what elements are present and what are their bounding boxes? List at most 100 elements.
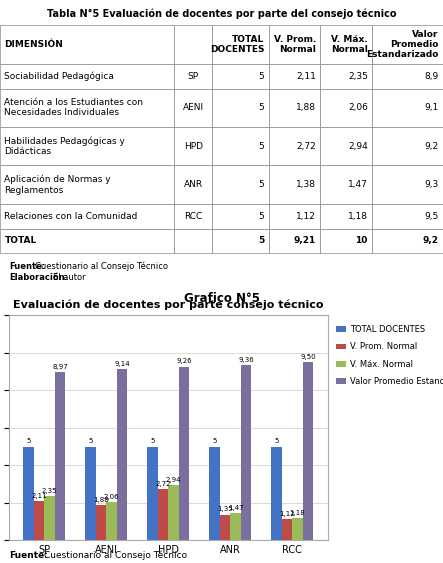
Text: 9,26: 9,26 <box>176 359 192 364</box>
Bar <box>0 204 175 229</box>
Bar <box>320 229 372 253</box>
Bar <box>0 64 175 88</box>
Text: Cuestionario al Consejo Técnico: Cuestionario al Consejo Técnico <box>35 262 168 271</box>
Text: 1,47: 1,47 <box>348 180 368 189</box>
Bar <box>271 446 282 540</box>
Text: 5: 5 <box>258 103 264 112</box>
Bar <box>282 520 292 540</box>
Text: 9,36: 9,36 <box>238 356 254 363</box>
Text: 5: 5 <box>212 439 217 444</box>
Bar <box>147 446 158 540</box>
Bar <box>0 166 175 204</box>
Bar <box>320 166 372 204</box>
Text: Cuestionario al Consejo Técnico: Cuestionario al Consejo Técnico <box>44 551 187 560</box>
Text: 1,47: 1,47 <box>228 504 243 511</box>
Bar <box>175 229 212 253</box>
Bar <box>320 25 372 64</box>
Text: 2,06: 2,06 <box>104 494 120 499</box>
Bar <box>212 127 268 166</box>
Bar <box>0 229 175 253</box>
Bar <box>268 204 320 229</box>
Text: 1,88: 1,88 <box>296 103 316 112</box>
Text: 8,97: 8,97 <box>52 364 68 370</box>
Bar <box>0 127 175 166</box>
Bar <box>230 513 241 540</box>
Text: 5: 5 <box>258 142 264 151</box>
Text: Tabla N°5 Evaluación de docentes por parte del consejo técnico: Tabla N°5 Evaluación de docentes por par… <box>47 8 396 19</box>
Bar <box>175 204 212 229</box>
Bar <box>175 25 212 64</box>
Bar <box>212 166 268 204</box>
Text: 1,35: 1,35 <box>217 506 233 512</box>
Text: Relaciones con la Comunidad: Relaciones con la Comunidad <box>4 212 138 221</box>
Text: Habilidades Pedagógicas y
Didácticas: Habilidades Pedagógicas y Didácticas <box>4 136 125 156</box>
Text: 2,72: 2,72 <box>296 142 316 151</box>
Bar <box>179 367 190 540</box>
Text: 2,35: 2,35 <box>42 488 58 494</box>
Text: ANR: ANR <box>184 180 203 189</box>
Text: AENI: AENI <box>183 103 204 112</box>
Bar <box>268 229 320 253</box>
Text: El autor: El autor <box>53 273 86 282</box>
Bar <box>268 88 320 127</box>
Bar <box>175 166 212 204</box>
Text: Fuente:: Fuente: <box>9 262 45 271</box>
Bar <box>117 369 128 540</box>
Text: 5: 5 <box>150 439 155 444</box>
Text: 5: 5 <box>274 439 279 444</box>
Text: 2,94: 2,94 <box>166 477 181 483</box>
Text: 5: 5 <box>27 439 31 444</box>
Bar <box>220 515 230 540</box>
Text: Fuente:: Fuente: <box>9 551 48 560</box>
Text: Aplicación de Normas y
Reglamentos: Aplicación de Normas y Reglamentos <box>4 175 111 195</box>
Text: V. Prom.
Normal: V. Prom. Normal <box>274 35 316 54</box>
Text: 5: 5 <box>258 212 264 221</box>
Bar <box>23 446 34 540</box>
Text: Grafico N°5: Grafico N°5 <box>183 292 260 305</box>
Text: 5: 5 <box>258 236 264 245</box>
Text: 9,50: 9,50 <box>300 354 316 360</box>
Bar <box>372 88 443 127</box>
Text: 1,12: 1,12 <box>296 212 316 221</box>
Bar <box>34 501 44 540</box>
Text: 9,2: 9,2 <box>423 236 439 245</box>
Bar <box>175 127 212 166</box>
Bar <box>372 204 443 229</box>
Text: 5: 5 <box>89 439 93 444</box>
Bar <box>268 64 320 88</box>
Text: Elaboración:: Elaboración: <box>9 273 68 282</box>
Text: TOTAL
DOCENTES: TOTAL DOCENTES <box>210 35 264 54</box>
Title: Evaluación de docentes por parte consejo técnico: Evaluación de docentes por parte consejo… <box>13 300 323 310</box>
Legend: TOTAL DOCENTES, V. Prom. Normal, V. Máx. Normal, Valor Promedio Estandarizado: TOTAL DOCENTES, V. Prom. Normal, V. Máx.… <box>336 325 443 386</box>
Bar <box>241 365 251 540</box>
Text: 9,3: 9,3 <box>424 180 439 189</box>
Text: Sociabilidad Pedagógica: Sociabilidad Pedagógica <box>4 72 114 81</box>
Bar <box>0 25 175 64</box>
Text: 2,72: 2,72 <box>155 481 171 487</box>
Text: 5: 5 <box>258 180 264 189</box>
Text: 10: 10 <box>355 236 368 245</box>
Text: 1,12: 1,12 <box>279 511 295 517</box>
Bar <box>96 505 106 540</box>
Bar <box>44 497 55 540</box>
Text: 1,88: 1,88 <box>93 497 109 503</box>
Text: SP: SP <box>188 72 199 81</box>
Text: Valor
Promedio
Estandarizado: Valor Promedio Estandarizado <box>366 30 439 60</box>
Bar <box>168 485 179 540</box>
Text: 1,18: 1,18 <box>290 510 305 516</box>
Text: 8,9: 8,9 <box>424 72 439 81</box>
Text: 2,35: 2,35 <box>348 72 368 81</box>
Bar <box>372 25 443 64</box>
Bar <box>209 446 220 540</box>
Text: 2,11: 2,11 <box>296 72 316 81</box>
Bar <box>303 362 313 540</box>
Bar <box>212 204 268 229</box>
Text: 2,94: 2,94 <box>348 142 368 151</box>
Text: 2,11: 2,11 <box>31 493 47 499</box>
Text: 9,5: 9,5 <box>424 212 439 221</box>
Text: DIMENSIÓN: DIMENSIÓN <box>4 40 63 49</box>
Bar <box>320 88 372 127</box>
Bar <box>268 127 320 166</box>
Text: 1,18: 1,18 <box>348 212 368 221</box>
Text: 9,2: 9,2 <box>424 142 439 151</box>
